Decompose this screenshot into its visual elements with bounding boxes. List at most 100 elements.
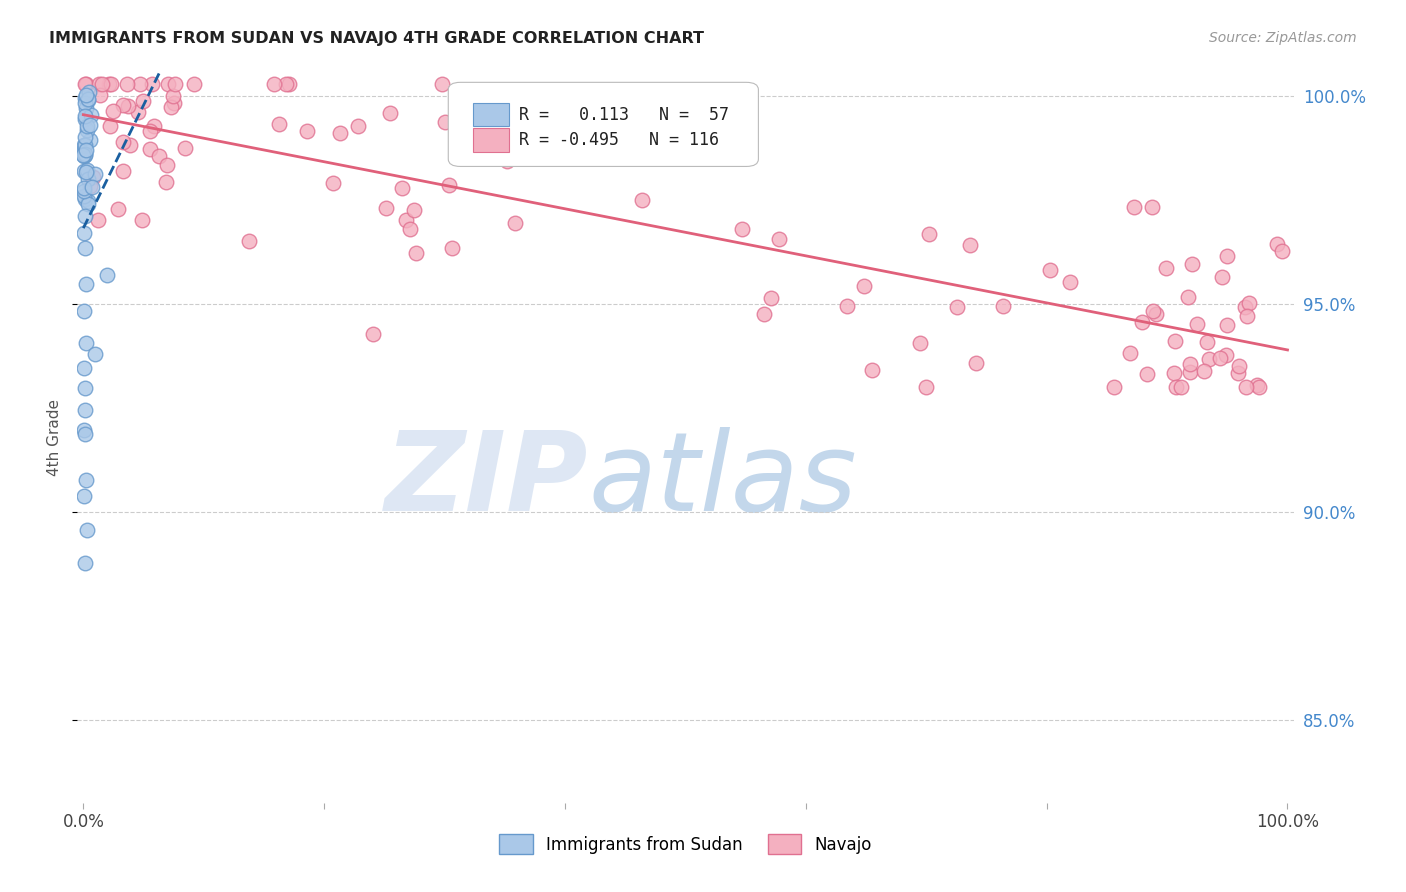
Point [120, 138, 142, 153]
Point [96, 268, 118, 282]
Point [1178, 357, 1201, 371]
Point [139, 124, 162, 138]
Point [157, 77, 180, 91]
Point [141, 77, 163, 91]
Point [75, 109, 97, 123]
Point [77, 92, 100, 106]
Point [73, 184, 96, 198]
Point [73, 77, 96, 91]
Point [1180, 365, 1202, 379]
Point [278, 77, 301, 91]
Point [73, 138, 96, 153]
Point [75, 192, 97, 206]
Point [162, 89, 184, 103]
Point [75, 335, 97, 350]
Point [1140, 200, 1163, 214]
Point [84, 167, 107, 181]
Point [437, 178, 460, 192]
Point [73, 163, 96, 178]
Point [91, 77, 114, 91]
Point [1164, 334, 1187, 348]
Point [79, 133, 101, 147]
Point [402, 202, 425, 217]
Point [73, 489, 96, 503]
Point [87, 213, 110, 227]
Point [1177, 290, 1199, 304]
Point [155, 175, 177, 189]
Point [89, 77, 111, 91]
Point [97, 77, 120, 91]
Point [991, 299, 1014, 313]
Point [163, 95, 186, 110]
Point [768, 232, 790, 246]
Point [1265, 236, 1288, 251]
Point [100, 77, 122, 91]
Point [75, 277, 97, 292]
Point [75, 101, 97, 115]
Point [1142, 303, 1164, 318]
Point [89, 88, 111, 103]
Point [183, 77, 205, 91]
Text: R =   0.113   N =  57: R = 0.113 N = 57 [519, 105, 728, 123]
Point [174, 141, 197, 155]
Point [76, 523, 98, 537]
Point [73, 361, 96, 376]
Point [503, 216, 526, 230]
Point [1119, 346, 1142, 360]
FancyBboxPatch shape [449, 82, 758, 167]
Point [1164, 380, 1187, 394]
Point [75, 90, 97, 104]
Point [1192, 364, 1215, 378]
Point [398, 221, 420, 235]
Point [73, 181, 96, 195]
Point [75, 95, 97, 110]
Point [1247, 380, 1270, 394]
Point [75, 426, 97, 441]
Point [918, 227, 941, 242]
Text: R = -0.495   N = 116: R = -0.495 N = 116 [519, 131, 718, 149]
Point [391, 180, 413, 194]
Point [1208, 351, 1230, 365]
Point [73, 137, 96, 152]
Point [853, 278, 876, 293]
Point [440, 242, 463, 256]
Point [1181, 257, 1204, 271]
Point [75, 88, 97, 103]
Point [1163, 366, 1185, 380]
Point [346, 120, 368, 134]
Point [73, 402, 96, 417]
Point [405, 246, 427, 260]
Point [73, 129, 96, 144]
Point [1271, 244, 1294, 258]
Point [131, 213, 153, 227]
Point [946, 300, 969, 314]
Point [565, 143, 588, 157]
Legend: Immigrants from Sudan, Navajo: Immigrants from Sudan, Navajo [492, 828, 879, 860]
Point [77, 194, 100, 208]
Point [111, 135, 134, 149]
Point [1198, 352, 1220, 367]
Text: IMMIGRANTS FROM SUDAN VS NAVAJO 4TH GRADE CORRELATION CHART: IMMIGRANTS FROM SUDAN VS NAVAJO 4TH GRAD… [49, 31, 704, 46]
Point [165, 77, 187, 91]
Point [107, 202, 129, 217]
Point [1123, 200, 1146, 214]
Point [1136, 367, 1159, 381]
Point [139, 142, 162, 156]
Text: atlas: atlas [588, 427, 856, 534]
Point [156, 157, 179, 171]
Text: Source: ZipAtlas.com: Source: ZipAtlas.com [1209, 31, 1357, 45]
Point [1130, 315, 1153, 329]
Point [112, 163, 135, 178]
Point [1215, 348, 1237, 362]
Point [1102, 380, 1125, 394]
FancyBboxPatch shape [472, 128, 509, 152]
Point [1227, 359, 1250, 373]
Point [73, 149, 96, 163]
Point [75, 143, 97, 157]
Point [754, 307, 776, 321]
Point [73, 424, 96, 438]
Point [112, 97, 135, 112]
Point [759, 291, 782, 305]
Point [98, 119, 121, 133]
Point [75, 77, 97, 91]
